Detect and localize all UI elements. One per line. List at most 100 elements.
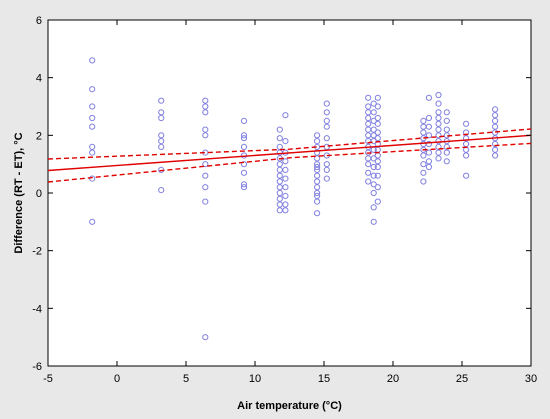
plot-area (47, 19, 532, 367)
data-point (374, 163, 381, 171)
data-point (463, 135, 470, 142)
data-point (492, 146, 499, 153)
data-point (158, 114, 165, 122)
y-tick-label: -4 (32, 303, 42, 315)
data-point (374, 184, 381, 191)
x-tick-label: 20 (387, 373, 399, 385)
data-point (425, 94, 432, 101)
data-point (425, 132, 432, 139)
data-point (89, 103, 96, 110)
data-point (492, 112, 499, 119)
data-point (276, 126, 283, 133)
data-point (89, 123, 96, 130)
data-point (314, 184, 321, 191)
data-point (276, 143, 283, 150)
data-point (374, 198, 381, 205)
data-point (240, 132, 248, 139)
data-point (435, 91, 442, 99)
data-point (314, 192, 321, 199)
data-point (365, 94, 372, 101)
data-point (158, 187, 165, 194)
data-point (276, 178, 283, 185)
data-point (240, 161, 248, 168)
data-point (443, 158, 450, 165)
data-point (158, 132, 165, 139)
data-point (89, 57, 96, 64)
data-point (425, 158, 432, 165)
data-point (492, 129, 499, 136)
data-point (365, 120, 372, 127)
data-point (282, 158, 289, 165)
data-point (314, 149, 321, 156)
data-point (158, 138, 165, 145)
data-point (374, 129, 381, 136)
data-point (240, 169, 248, 176)
data-point (492, 123, 499, 130)
data-point (89, 143, 96, 150)
data-point (202, 97, 209, 104)
data-point (365, 178, 372, 185)
data-point (323, 175, 330, 182)
data-point (365, 114, 372, 122)
data-point (370, 109, 377, 116)
x-tick-label: 5 (183, 373, 189, 385)
x-tick-label: 10 (249, 373, 261, 385)
data-point (425, 123, 432, 130)
data-point (282, 166, 289, 173)
data-point (492, 117, 499, 125)
data-point (420, 152, 427, 159)
data-point (314, 166, 321, 173)
data-points (89, 57, 499, 341)
data-point (323, 135, 330, 142)
data-point (314, 198, 321, 205)
data-point (420, 117, 427, 125)
data-point (314, 210, 321, 217)
data-point (314, 138, 321, 145)
data-point (282, 175, 289, 182)
data-point (202, 172, 209, 179)
regression-line (47, 134, 532, 172)
data-point (202, 103, 209, 110)
data-point (370, 100, 377, 107)
data-point (240, 181, 248, 188)
y-tick-label: 2 (36, 130, 42, 142)
data-point (425, 149, 432, 156)
data-point (492, 152, 499, 159)
data-point (425, 114, 432, 122)
data-point (314, 132, 321, 139)
data-point (365, 103, 372, 110)
data-point (435, 143, 442, 150)
confidence-lower-line (47, 142, 532, 183)
y-tick-label: -2 (32, 246, 42, 258)
data-point (158, 143, 165, 150)
data-point (240, 143, 248, 150)
data-point (420, 178, 427, 185)
data-point (314, 155, 321, 162)
data-point (435, 120, 442, 127)
data-point (370, 172, 377, 179)
confidence-band (47, 128, 532, 183)
data-point (89, 175, 96, 182)
data-point (240, 184, 248, 191)
data-point (463, 120, 470, 127)
data-point (435, 100, 442, 107)
y-tick-label: 0 (36, 188, 42, 200)
data-point (202, 109, 209, 116)
data-point (276, 172, 283, 179)
data-point (370, 189, 377, 197)
data-point (365, 161, 372, 168)
x-axis-ticks: -5 0 5 10 15 20 25 30 (43, 20, 537, 385)
data-point (374, 172, 381, 179)
data-point (323, 100, 330, 107)
y-axis-title: Difference (RT - ET), °C (13, 132, 25, 253)
data-point (420, 129, 427, 136)
data-point (443, 109, 450, 116)
data-point (374, 94, 381, 101)
data-point (323, 161, 330, 168)
fit-line (47, 134, 532, 172)
data-point (370, 155, 377, 162)
data-point (158, 97, 165, 104)
y-tick-label: 6 (36, 15, 42, 27)
data-point (240, 117, 248, 125)
